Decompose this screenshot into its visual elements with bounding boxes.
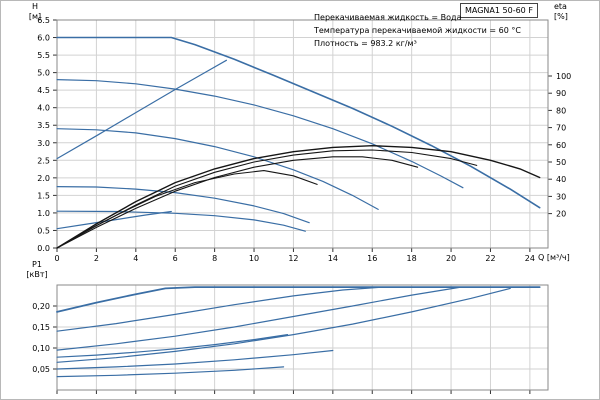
svg-text:1.5: 1.5: [37, 191, 50, 200]
curve-efficiency-curve-4: [56, 170, 318, 249]
svg-text:0,10: 0,10: [32, 344, 50, 353]
curve-efficiency-curve-max-speed: [56, 144, 541, 249]
curve-power-curve-max-speed: [56, 286, 541, 313]
curve-power-curve-3: [56, 286, 462, 351]
curve-power-curve-5: [56, 334, 289, 358]
svg-text:0,15: 0,15: [32, 323, 50, 332]
curve-head-curve-speed-2: [56, 78, 464, 189]
svg-text:0.0: 0.0: [37, 244, 50, 253]
svg-text:4: 4: [133, 254, 138, 263]
svg-text:4.5: 4.5: [37, 86, 50, 95]
curve-constant-pressure-low-line: [56, 210, 306, 232]
curve-power-curve-low: [56, 366, 285, 378]
svg-text:6: 6: [173, 254, 178, 263]
svg-text:12: 12: [288, 254, 298, 263]
svg-text:60: 60: [556, 141, 566, 150]
svg-text:4.0: 4.0: [37, 104, 50, 113]
curve-proportional-pressure-max-line: [56, 59, 227, 160]
p1-axis-label: P1 [кВт]: [20, 260, 54, 280]
fluid-info-block: Перекачиваемая жидкость = Вода Температу…: [314, 11, 521, 50]
svg-text:20: 20: [446, 254, 456, 263]
svg-text:2.5: 2.5: [37, 156, 50, 165]
svg-text:2.0: 2.0: [37, 174, 50, 183]
svg-text:16: 16: [367, 254, 377, 263]
svg-text:2: 2: [94, 254, 99, 263]
svg-text:50: 50: [556, 158, 566, 167]
h-axis-symbol: H: [31, 2, 38, 11]
svg-text:18: 18: [407, 254, 417, 263]
svg-text:8: 8: [212, 254, 217, 263]
svg-text:22: 22: [485, 254, 495, 263]
svg-text:5.0: 5.0: [37, 69, 50, 78]
svg-text:30: 30: [556, 192, 566, 201]
svg-text:20: 20: [556, 210, 566, 219]
svg-text:6.0: 6.0: [37, 34, 50, 43]
svg-text:90: 90: [556, 89, 566, 98]
h-axis-unit: [м]: [28, 12, 42, 21]
eta-axis-unit: [%]: [554, 12, 568, 21]
svg-text:70: 70: [556, 124, 566, 133]
q-axis-label: Q [м³/ч]: [538, 253, 570, 262]
fluid-info-line-3: Плотность = 983.2 кг/м³: [314, 39, 417, 48]
svg-text:24: 24: [525, 254, 535, 263]
svg-text:6.5: 6.5: [37, 16, 50, 25]
curve-efficiency-curve-3: [56, 156, 419, 249]
curve-power-curve-4: [56, 287, 511, 363]
curve-head-curve-min-speed: [56, 186, 310, 224]
svg-text:14: 14: [328, 254, 338, 263]
svg-text:40: 40: [556, 175, 566, 184]
curve-power-curve-2: [56, 286, 383, 332]
curve-power-curve-min: [56, 349, 334, 370]
p1-axis-symbol: P1: [32, 260, 42, 269]
svg-text:0.5: 0.5: [37, 226, 50, 235]
fluid-info-line-1: Перекачиваемая жидкость = Вода: [314, 13, 462, 22]
svg-text:3.0: 3.0: [37, 139, 50, 148]
h-axis-label: H [м]: [22, 2, 48, 22]
svg-text:3.5: 3.5: [37, 121, 50, 130]
svg-text:0: 0: [54, 254, 59, 263]
fluid-info-line-2: Температура перекачиваемой жидкости = 60…: [314, 26, 521, 35]
eta-axis-label: eta [%]: [554, 2, 586, 22]
svg-text:0,05: 0,05: [32, 365, 50, 374]
svg-text:100: 100: [556, 72, 571, 81]
curve-head-curve-max-speed: [56, 36, 541, 209]
svg-text:1.0: 1.0: [37, 209, 50, 218]
eta-axis-symbol: eta: [554, 2, 567, 11]
pump-model-title: MAGNA1 50-60 F: [460, 3, 538, 18]
curve-proportional-pressure-min-line: [56, 210, 172, 230]
p1-axis-unit: [кВт]: [26, 270, 48, 279]
curve-head-curve-speed-1: [56, 128, 379, 210]
svg-text:10: 10: [249, 254, 259, 263]
svg-text:0,20: 0,20: [32, 302, 50, 311]
svg-text:5.5: 5.5: [37, 51, 50, 60]
svg-text:80: 80: [556, 106, 566, 115]
